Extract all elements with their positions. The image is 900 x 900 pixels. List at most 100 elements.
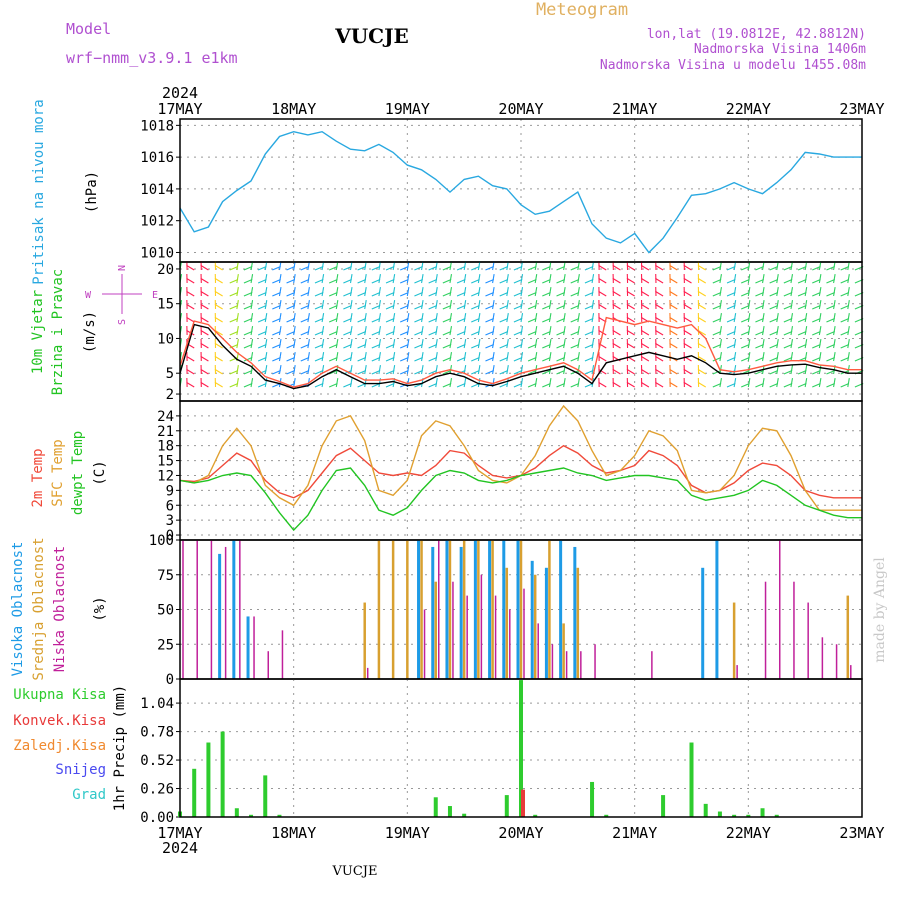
wind-arrow xyxy=(640,303,650,310)
wind-arrow xyxy=(542,382,551,388)
wind-arrow xyxy=(385,291,395,297)
wind-arrow xyxy=(229,330,239,336)
wind-arrow xyxy=(499,343,509,349)
cloud-bar xyxy=(764,581,767,679)
wind-arrow xyxy=(556,278,566,284)
wind-arrow xyxy=(485,278,494,284)
wind-arrow xyxy=(335,274,339,284)
wind-arrow xyxy=(626,316,635,323)
wind-arrow xyxy=(321,326,325,336)
wind-arrow xyxy=(797,330,807,336)
wind-arrow xyxy=(542,265,551,271)
y-tick-label: 25 xyxy=(157,637,174,653)
wind-arrow xyxy=(328,278,338,284)
wind-arrow xyxy=(520,287,524,297)
wind-arrow xyxy=(520,300,524,310)
wind-arrow xyxy=(257,265,267,271)
precip-bar xyxy=(760,808,765,817)
y-tick-label: 12 xyxy=(157,468,174,484)
wind-arrow xyxy=(733,313,737,323)
y-tick-label: 0 xyxy=(166,672,174,688)
wind-arrow xyxy=(812,343,821,349)
wind-arrow xyxy=(186,277,195,284)
wind-arrow xyxy=(570,317,580,323)
wind-arrow xyxy=(392,313,396,323)
day-label-top: 21MAY xyxy=(612,100,657,118)
wind-arrow xyxy=(669,329,678,336)
legend-snow: Snijeg xyxy=(55,762,106,778)
cloud-bar xyxy=(509,609,511,679)
wind-arrow xyxy=(300,369,310,375)
cloud-bar xyxy=(253,616,255,679)
precip-bar xyxy=(447,806,452,817)
wind-arrow xyxy=(548,378,552,388)
wind-arrow xyxy=(697,329,706,336)
precip-bar xyxy=(504,795,509,817)
compass-south: S xyxy=(117,319,128,325)
wind-arrow xyxy=(420,300,424,310)
wind-arrow xyxy=(570,343,580,349)
cloud-bar xyxy=(519,540,523,679)
temp-ylabel-3: dewpt Temp xyxy=(70,431,86,515)
wind-arrow xyxy=(385,330,395,336)
wind-arrow xyxy=(804,287,808,297)
wind-arrow xyxy=(278,287,282,297)
cloud-bar xyxy=(452,581,454,679)
wind-arrow xyxy=(392,274,396,284)
series-line-wind-1 xyxy=(179,316,862,388)
wind-arrow xyxy=(300,330,310,336)
wind-arrow xyxy=(584,291,594,297)
wind-arrow xyxy=(236,378,239,388)
wind-arrow xyxy=(371,356,381,362)
wind-arrow xyxy=(598,277,607,284)
wind-arrow xyxy=(278,313,282,323)
wind-arrow xyxy=(719,326,722,336)
wind-arrow xyxy=(293,274,296,284)
wind-arrow xyxy=(542,304,551,310)
wind-arrow xyxy=(485,356,494,362)
precip-bar xyxy=(234,808,239,817)
wind-arrow xyxy=(733,287,737,297)
cloud-bar xyxy=(494,595,497,679)
wind-arrow xyxy=(456,382,466,388)
cloud-bar xyxy=(516,540,520,679)
wind-arrow xyxy=(349,339,353,349)
cloud-bar xyxy=(715,540,719,679)
wind-arrow xyxy=(243,317,253,323)
wind-arrow xyxy=(414,343,423,349)
wind-arrow xyxy=(563,378,566,388)
cloud-bar xyxy=(377,540,381,679)
wind-arrow xyxy=(236,313,239,323)
wind-arrow xyxy=(357,291,367,297)
wind-arrow xyxy=(761,339,765,349)
wind-arrow xyxy=(286,330,296,336)
wind-arrow xyxy=(428,291,438,297)
wind-arrow xyxy=(640,329,650,336)
wind-arrow xyxy=(420,339,424,349)
cloud-bar xyxy=(573,546,577,679)
wind-arrow xyxy=(534,326,538,336)
wind-arrow xyxy=(506,339,509,349)
wind-arrow xyxy=(463,339,467,349)
wind-arrow xyxy=(826,265,835,271)
wind-arrow xyxy=(683,368,692,375)
day-label-top: 20MAY xyxy=(498,100,543,118)
wind-arrow xyxy=(257,291,267,297)
wind-arrow xyxy=(797,304,807,310)
wind-compass-icon: N W E S xyxy=(85,265,158,325)
wind-arrow xyxy=(741,265,750,271)
wind-arrow xyxy=(278,339,282,349)
cloud-bar xyxy=(551,644,554,679)
wind-arrow xyxy=(669,290,678,297)
wind-arrow xyxy=(640,342,650,349)
wind-arrow xyxy=(556,382,566,388)
wind-arrow xyxy=(776,339,779,349)
wind-arrow xyxy=(477,352,481,362)
cloud-bar xyxy=(466,595,468,679)
wind-arrow xyxy=(328,304,338,310)
wind-arrow xyxy=(513,304,523,310)
wind-arrow xyxy=(321,300,325,310)
wind-arrow xyxy=(669,264,678,271)
day-label-bottom: 18MAY xyxy=(271,824,316,842)
wind-arrow xyxy=(250,378,254,388)
